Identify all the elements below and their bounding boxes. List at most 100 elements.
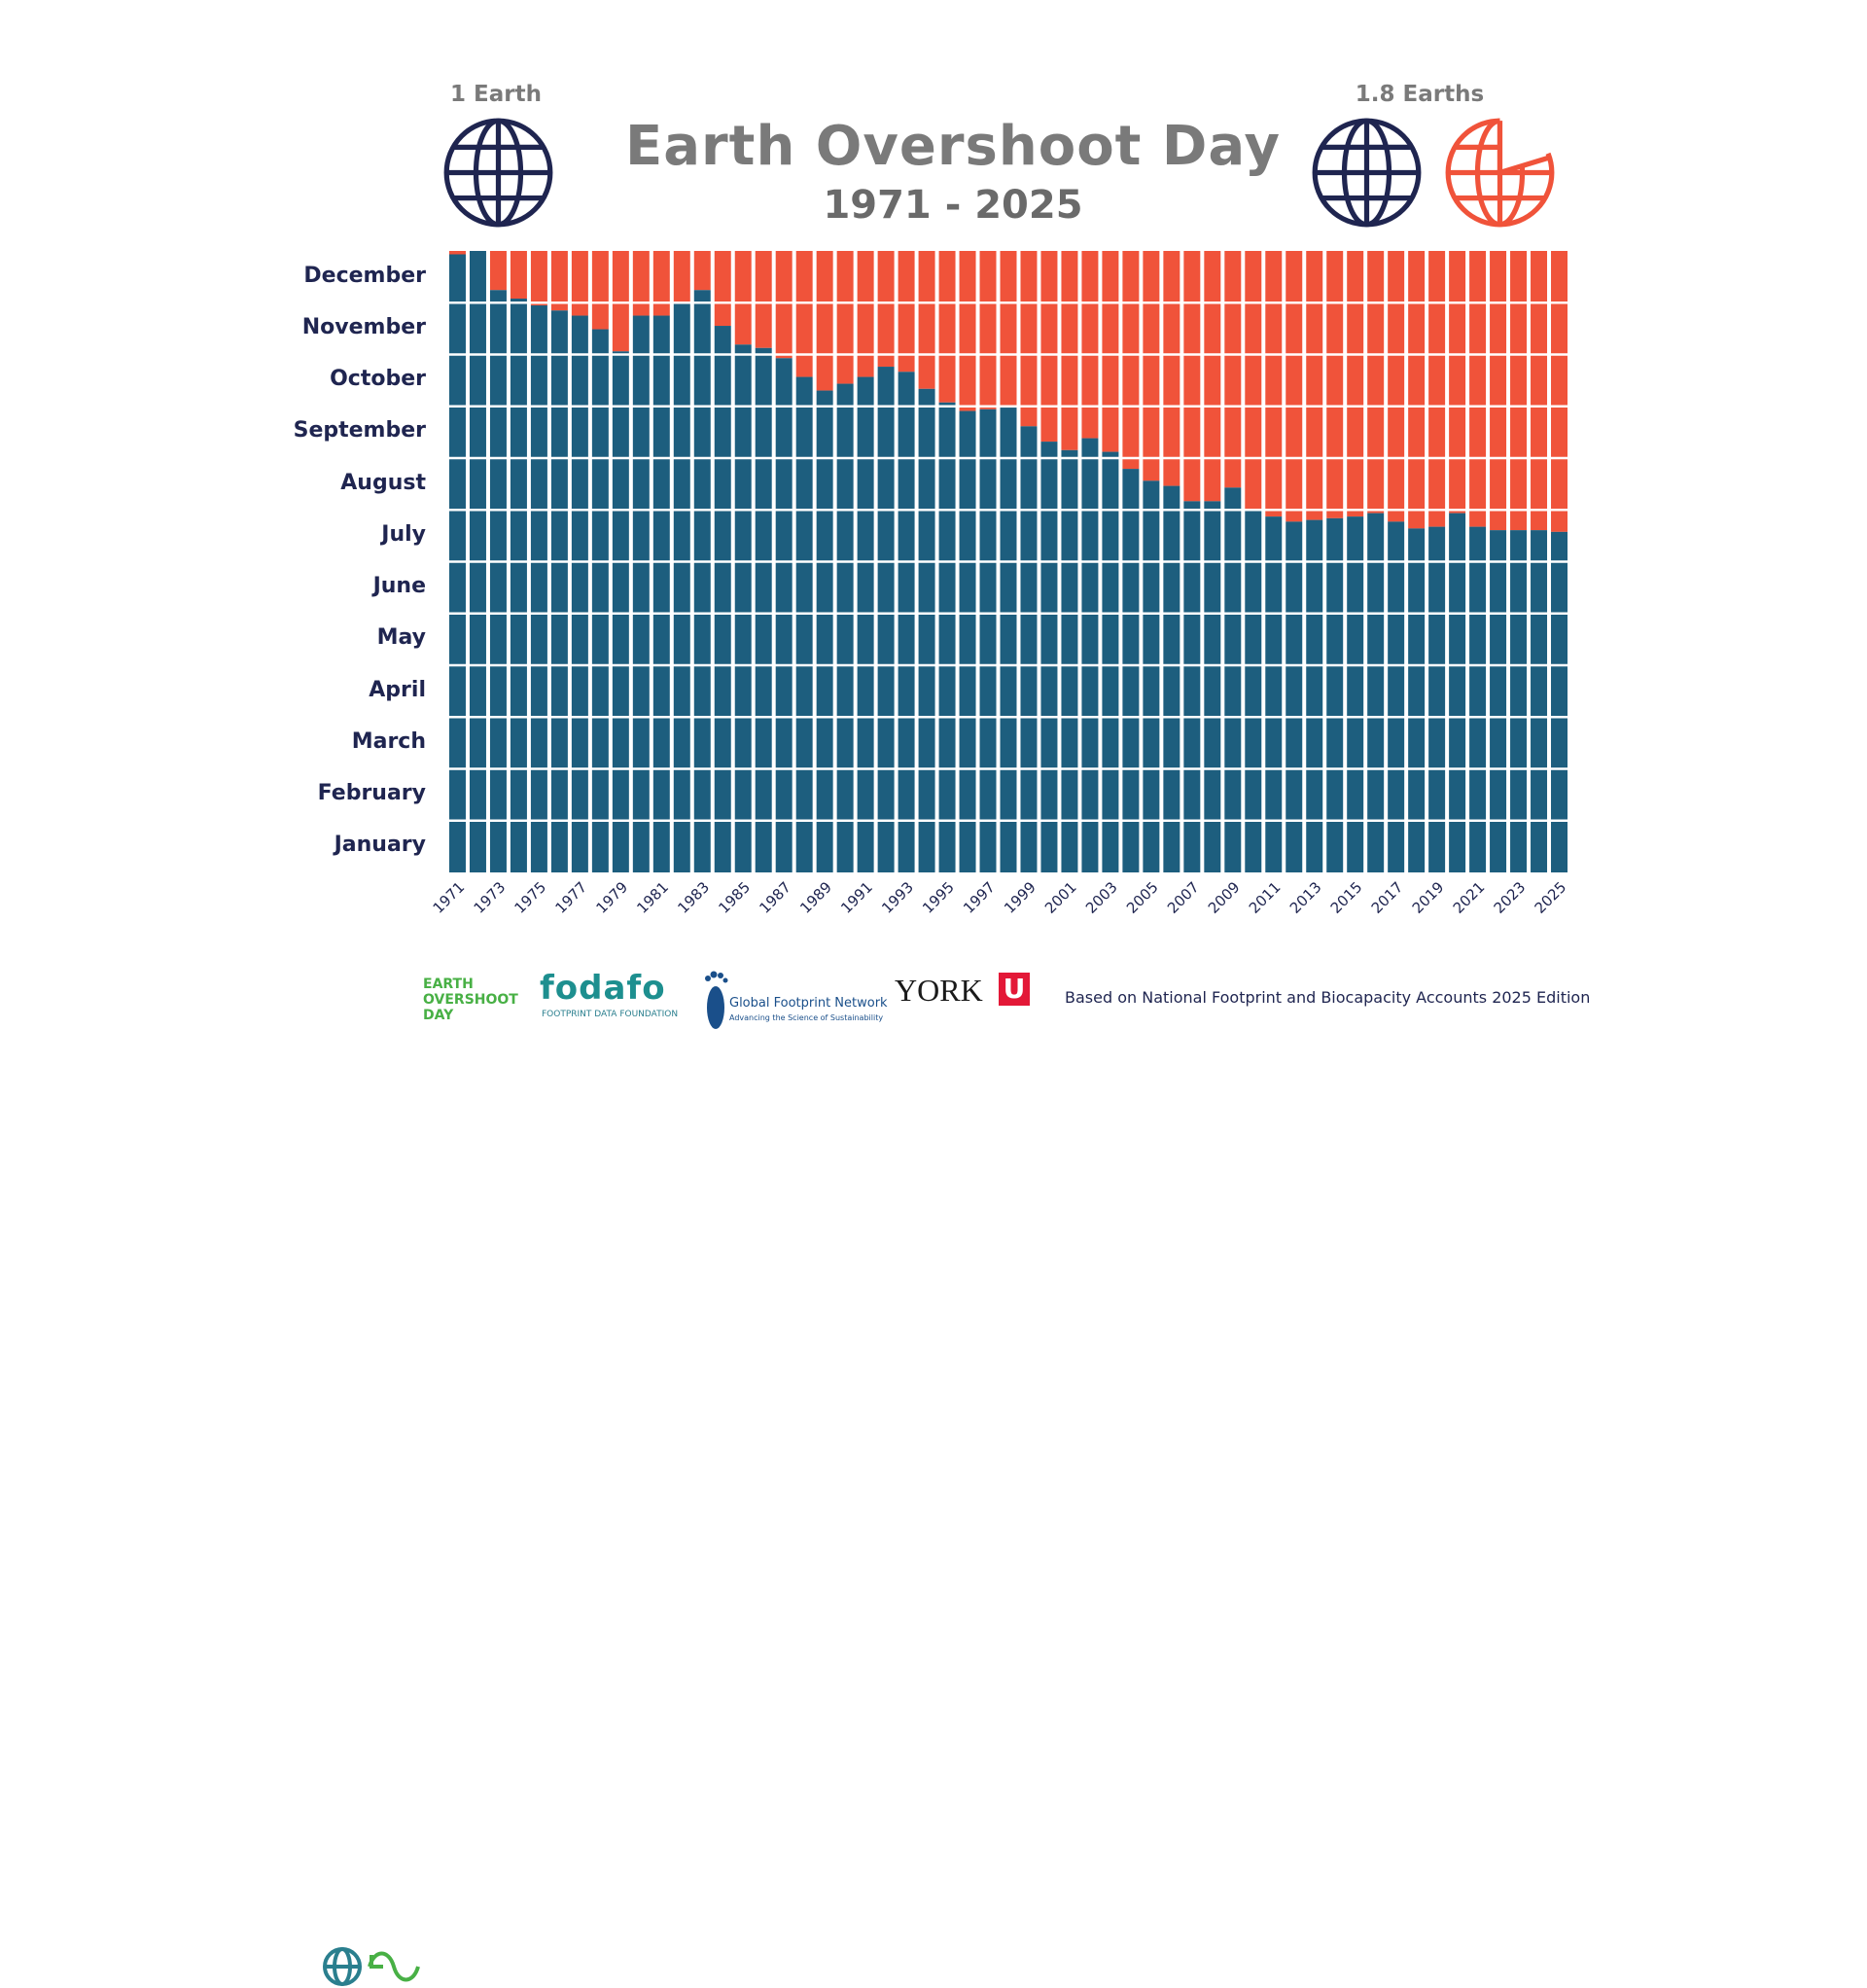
x-tick-label-1985: 1985 — [715, 878, 754, 917]
bar-overshoot-1998 — [1000, 251, 1017, 408]
bar-2024 — [1531, 530, 1548, 872]
bar-2002 — [1081, 438, 1099, 872]
bar-1997 — [979, 408, 997, 872]
bar-overshoot-1988 — [795, 251, 813, 377]
bar-overshoot-2015 — [1347, 251, 1364, 517]
footprint-icon — [705, 971, 728, 1029]
logo-fodafo: fodafo — [540, 969, 666, 1008]
x-tick-label-1987: 1987 — [756, 878, 794, 917]
bar-2015 — [1347, 516, 1364, 872]
bar-overshoot-2022 — [1490, 251, 1507, 531]
bar-1976 — [550, 310, 568, 872]
source-note: Based on National Footprint and Biocapac… — [1065, 988, 1591, 1007]
x-tick-label-1981: 1981 — [633, 878, 672, 917]
bar-overshoot-1976 — [550, 251, 568, 311]
bar-1996 — [959, 410, 976, 872]
bar-1990 — [836, 383, 854, 872]
bar-1995 — [938, 402, 956, 872]
bar-1974 — [510, 299, 527, 872]
bar-1973 — [489, 290, 507, 872]
bar-overshoot-2000 — [1040, 251, 1058, 443]
bar-overshoot-2018 — [1408, 251, 1426, 529]
x-tick-label-1983: 1983 — [674, 878, 713, 917]
bar-1975 — [530, 305, 547, 872]
bar-overshoot-1985 — [734, 251, 752, 345]
x-tick-label-1993: 1993 — [878, 878, 917, 917]
bar-overshoot-2001 — [1061, 251, 1078, 450]
bar-1989 — [816, 390, 833, 872]
x-tick-label-1971: 1971 — [430, 878, 469, 917]
x-tick-label-1973: 1973 — [471, 878, 510, 917]
bar-overshoot-1983 — [693, 251, 711, 291]
one-point-eight-earths-label: 1.8 Earths — [1355, 82, 1485, 107]
month-label-january: January — [334, 833, 426, 858]
x-tick-label-1997: 1997 — [960, 878, 999, 917]
bar-2014 — [1326, 517, 1344, 872]
logo-gfn-tag: Advancing the Science of Sustainability — [729, 1013, 884, 1022]
bar-1981 — [652, 315, 670, 873]
bar-overshoot-1973 — [489, 251, 507, 291]
x-tick-label-1979: 1979 — [592, 878, 631, 917]
bar-1994 — [918, 388, 935, 872]
chart-title: Earth Overshoot Day — [625, 115, 1281, 178]
bar-1992 — [877, 367, 895, 872]
bar-overshoot-1978 — [591, 251, 609, 330]
bar-1983 — [693, 290, 711, 872]
bar-overshoot-2012 — [1286, 251, 1303, 522]
bar-overshoot-1991 — [857, 251, 874, 377]
bar-1991 — [857, 376, 874, 872]
bar-2009 — [1224, 487, 1242, 872]
x-tick-label-1991: 1991 — [837, 878, 876, 917]
month-label-may: May — [376, 625, 426, 651]
x-tick-label-2025: 2025 — [1532, 878, 1570, 917]
x-tick-label-1975: 1975 — [511, 878, 550, 917]
month-label-august: August — [340, 470, 426, 495]
infographic: 1 Earth 1.8 Earths — [294, 82, 1591, 1986]
bar-overshoot-2025 — [1551, 251, 1568, 532]
bar-overshoot-2014 — [1326, 251, 1344, 518]
bar-overshoot-1981 — [652, 251, 670, 316]
month-label-october: October — [330, 367, 426, 392]
bar-overshoot-1994 — [918, 251, 935, 389]
x-axis-tick-labels: 1971 1973 1975 1977 1979 1981 1983 1985 1987 1989… — [430, 878, 1570, 917]
bar-1979 — [612, 351, 629, 872]
month-label-november: November — [301, 314, 426, 339]
bar-overshoot-2017 — [1388, 251, 1405, 522]
bar-overshoot-1982 — [673, 251, 690, 302]
bar-overshoot-2023 — [1510, 251, 1528, 531]
x-tick-label-1977: 1977 — [551, 878, 590, 917]
bar-overshoot-1995 — [938, 251, 956, 403]
logo-gfn: Global Footprint Network — [729, 996, 888, 1011]
earth-overshoot-day-logo-icon — [323, 1947, 420, 1986]
bar-1988 — [795, 376, 813, 872]
x-tick-label-2009: 2009 — [1205, 878, 1244, 917]
bar-overshoot-1977 — [571, 251, 588, 316]
bars — [449, 251, 1568, 873]
bar-overshoot-2003 — [1102, 251, 1119, 452]
bar-2007 — [1183, 501, 1201, 872]
bar-overshoot-2008 — [1204, 251, 1221, 502]
x-tick-label-2005: 2005 — [1123, 878, 1162, 917]
month-label-december: December — [303, 263, 426, 288]
bar-overshoot-1984 — [714, 251, 731, 327]
bar-2025 — [1551, 531, 1568, 872]
gridlines — [447, 302, 1569, 822]
bar-overshoot-2016 — [1367, 251, 1385, 514]
bar-2001 — [1061, 449, 1078, 872]
month-label-april: April — [369, 677, 426, 702]
x-tick-label-2007: 2007 — [1164, 878, 1203, 917]
bar-overshoot-2013 — [1306, 251, 1323, 520]
bar-1978 — [591, 329, 609, 872]
bar-overshoot-1992 — [877, 251, 895, 368]
bar-1977 — [571, 315, 588, 873]
logo-fodafo-tag: FOOTPRINT DATA FOUNDATION — [542, 1010, 679, 1019]
bar-2008 — [1204, 501, 1221, 872]
bar-1984 — [714, 326, 731, 872]
logo-eod-line3: DAY — [423, 1008, 454, 1023]
one-earth-label: 1 Earth — [450, 82, 542, 107]
x-tick-label-1995: 1995 — [919, 878, 958, 917]
bar-overshoot-2021 — [1469, 251, 1487, 527]
logo-york-mark: U — [999, 973, 1030, 1006]
x-tick-label-2021: 2021 — [1450, 878, 1489, 917]
month-label-june: June — [372, 574, 426, 599]
